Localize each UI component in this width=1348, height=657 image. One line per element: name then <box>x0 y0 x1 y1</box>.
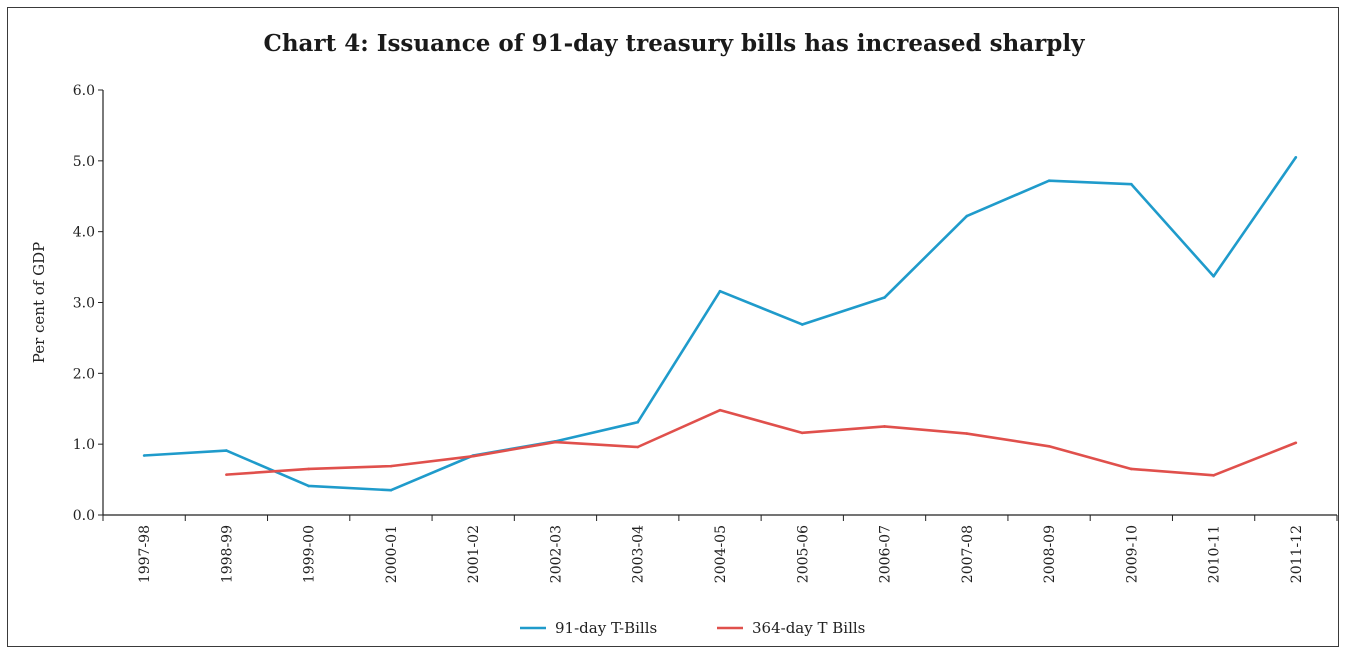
legend-label: 91-day T-Bills <box>555 619 657 637</box>
x-tick-label: 2011-12 <box>1289 525 1305 583</box>
data-point <box>883 425 886 428</box>
y-tick-label: 1.0 <box>73 437 95 453</box>
data-point <box>965 214 969 218</box>
x-tick-label: 2008-09 <box>1042 525 1058 583</box>
x-tick-label: 2002-03 <box>548 525 564 583</box>
y-tick-label: 6.0 <box>73 83 95 99</box>
data-point <box>1130 182 1133 186</box>
data-point <box>471 454 475 458</box>
data-point <box>1294 155 1298 159</box>
data-point <box>225 473 228 476</box>
data-point <box>1047 179 1051 182</box>
y-tick-label: 0.0 <box>73 508 95 524</box>
y-tick-label: 3.0 <box>73 296 95 312</box>
series-lines <box>142 155 1298 492</box>
data-point <box>965 432 969 435</box>
data-point <box>142 454 146 457</box>
chart-title: Chart 4: Issuance of 91-day treasury bil… <box>263 30 1085 57</box>
data-point <box>389 464 393 468</box>
x-tick-label: 2009-10 <box>1124 525 1140 583</box>
data-point <box>1130 467 1133 471</box>
x-tick-label: 2000-01 <box>384 525 400 583</box>
data-point <box>1047 444 1051 448</box>
y-tick-label: 4.0 <box>73 225 95 241</box>
legend-label: 364-day T Bills <box>752 619 865 637</box>
chart-frame <box>7 7 1339 647</box>
x-tick-label: 2001-02 <box>466 525 482 583</box>
x-tick-label: 2003-04 <box>631 525 647 583</box>
data-point <box>225 449 228 452</box>
x-tick-label: 1999-00 <box>302 525 318 583</box>
x-tick-label: 2006-07 <box>878 525 894 583</box>
legend: 91-day T-Bills 364-day T Bills <box>520 619 865 637</box>
x-tick-label: 2005-06 <box>795 525 811 583</box>
data-point <box>307 467 310 471</box>
y-tick-label: 5.0 <box>73 154 95 170</box>
data-point <box>636 420 640 424</box>
x-tick-label: 1998-99 <box>219 525 235 583</box>
data-point <box>636 445 640 449</box>
data-point <box>554 440 557 444</box>
data-point <box>718 408 722 412</box>
data-point <box>718 289 722 293</box>
x-tick-label: 2010-11 <box>1207 525 1223 583</box>
series-line-364-day <box>226 408 1297 477</box>
x-tick-label: 1997-98 <box>137 525 153 583</box>
data-point <box>1294 441 1298 445</box>
data-point <box>800 323 804 326</box>
y-axis-title: Per cent of GDP <box>30 242 48 363</box>
data-point <box>1212 474 1215 477</box>
data-point <box>389 488 393 492</box>
y-tick-label: 2.0 <box>73 366 95 382</box>
series-line-91-day <box>144 156 1297 492</box>
data-point <box>1212 274 1215 278</box>
chart-axes <box>98 89 1338 521</box>
data-point <box>307 484 310 488</box>
x-tick-label: 2007-08 <box>960 525 976 583</box>
data-point <box>883 296 886 299</box>
data-point <box>800 431 804 435</box>
x-tick-label: 2004-05 <box>713 525 729 583</box>
tick-labels: 0.0 1.0 2.0 3.0 4.0 5.0 6.0 1997-98 1998-99 1999-… <box>73 83 1305 583</box>
